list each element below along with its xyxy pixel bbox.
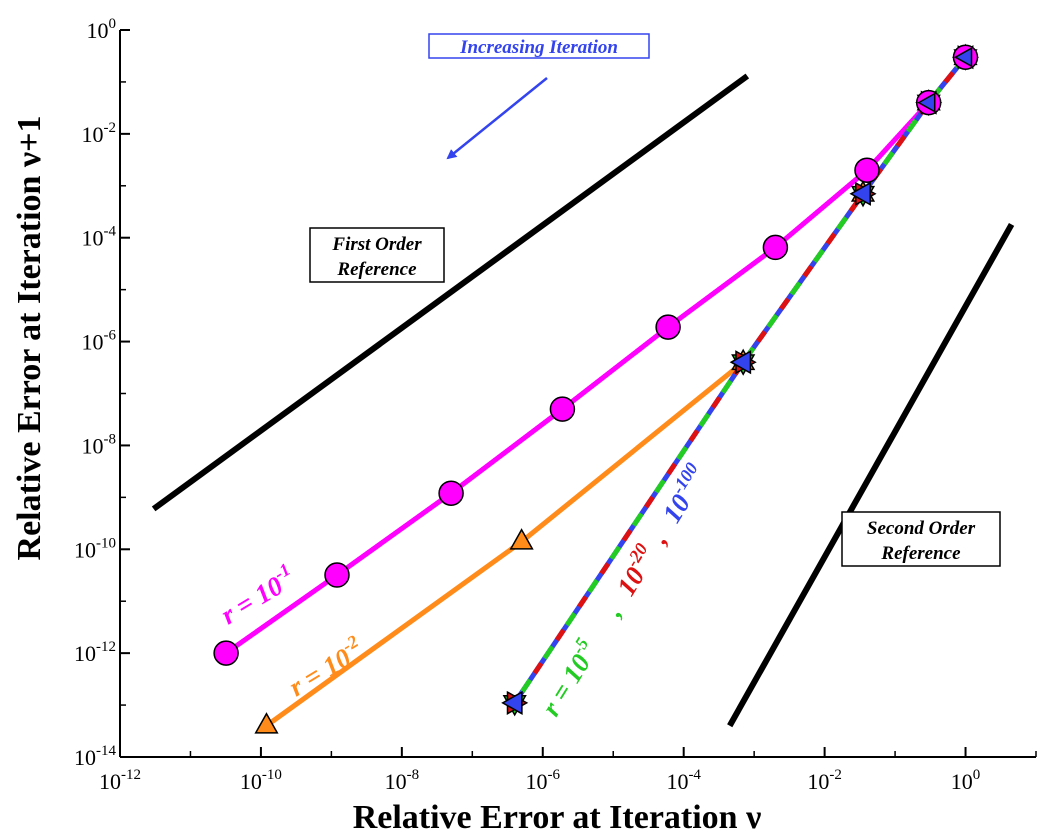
y-tick-label: 100 [87, 16, 117, 43]
y-tick-label: 10-14 [74, 743, 116, 770]
marker-r1 [549, 396, 576, 422]
marker-r1 [762, 234, 789, 261]
series-label-fast: r = 10-5 , 10-20 , 10-100 [532, 459, 714, 721]
marker-r1 [438, 480, 464, 506]
second-order-line2: Reference [880, 543, 961, 564]
first-order-box [309, 227, 445, 283]
x-tick-label: 10-10 [240, 767, 282, 794]
series-label-r1: r = 10-1 [214, 559, 301, 630]
series-label-r2: r = 10-2 [282, 631, 369, 702]
marker-r100 [501, 690, 523, 715]
y-tick-label: 10-4 [82, 224, 117, 251]
series-label-r5: r = 10-5 [532, 634, 604, 721]
y-tick-label: 10-2 [82, 120, 117, 147]
y-axis-title: Relative Error at Iteration ν+1 [11, 116, 48, 561]
second-order-box [841, 511, 1001, 567]
marker-r100 [953, 46, 973, 68]
series-line-r2 [265, 55, 968, 728]
y-tick-label: 10-8 [82, 431, 117, 458]
marker-r1 [854, 157, 880, 183]
increasing-iteration-box [428, 33, 650, 59]
x-tick-label: 10-2 [807, 767, 842, 794]
marker-r100 [917, 92, 936, 113]
marker-r2 [254, 712, 279, 734]
x-tick-label: 10-8 [385, 767, 420, 794]
increasing-iteration-label: Increasing Iteration [459, 37, 618, 58]
series-label-r100: 10-100 [653, 459, 714, 528]
first-order-line1: First Order [331, 234, 422, 255]
reference-lines-layer [151, 73, 1015, 728]
first-order-reference-label: First Order Reference [309, 227, 445, 283]
y-tick-label: 10-10 [74, 535, 116, 562]
axes-layer: 10-12 10-10 10-8 10-6 10-4 10-2 100 100 10-2 10-4… [74, 16, 1037, 794]
series-layer [224, 55, 968, 728]
series-line-r20 [512, 55, 968, 705]
marker-r1 [655, 314, 681, 340]
marker-r1 [213, 640, 239, 666]
x-tick-label: 100 [951, 767, 981, 794]
second-order-reference-line [727, 222, 1015, 728]
marker-r1 [324, 562, 350, 588]
y-tick-label: 10-12 [74, 639, 116, 666]
x-tick-label: 10-12 [99, 767, 141, 794]
series-label-comma2: , [643, 527, 673, 549]
series-label-comma1: , [598, 599, 628, 621]
marker-r100 [849, 181, 871, 206]
x-tick-label: 10-4 [666, 767, 701, 794]
first-order-line2: Reference [336, 259, 417, 280]
marker-r2 [509, 528, 534, 550]
markers-layer [213, 43, 980, 734]
x-axis-title: Relative Error at Iteration ν [353, 799, 762, 833]
first-order-reference-line [151, 73, 750, 512]
x-tick-label: 10-6 [526, 767, 561, 794]
increasing-iteration-arrow [446, 77, 548, 160]
second-order-reference-label: Second Order Reference [841, 511, 1001, 567]
increasing-iteration-annotation: Increasing Iteration [428, 33, 650, 160]
second-order-line1: Second Order [867, 518, 976, 539]
marker-r100 [729, 350, 752, 375]
y-tick-label: 10-6 [82, 328, 117, 355]
